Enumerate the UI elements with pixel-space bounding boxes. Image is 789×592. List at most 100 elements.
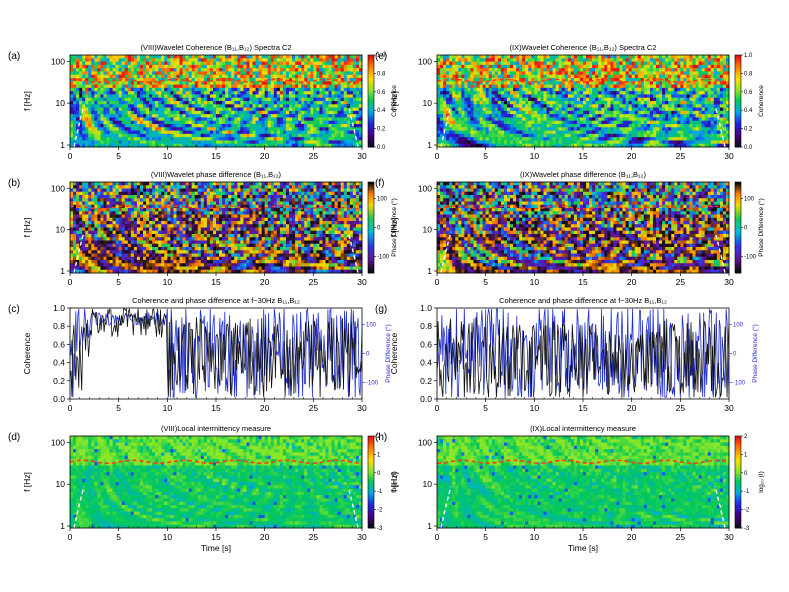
- heatmap-cell: [273, 230, 278, 235]
- heatmap-cell: [322, 107, 326, 112]
- heatmap-cell: [219, 78, 223, 82]
- heatmap-cell: [152, 55, 156, 59]
- heatmap-cell: [203, 74, 208, 79]
- heatmap-cell: [337, 68, 342, 72]
- heatmap-cell: [212, 230, 217, 235]
- heatmap-cell: [322, 208, 326, 212]
- heatmap-cell: [179, 188, 183, 193]
- heatmap-cell: [197, 221, 202, 225]
- heatmap-cell: [258, 188, 263, 193]
- heatmap-cell: [343, 247, 348, 251]
- heatmap-cell: [313, 185, 317, 189]
- heatmap-cell: [97, 110, 101, 115]
- heatmap-cell: [94, 247, 98, 251]
- heatmap-cell: [167, 101, 171, 105]
- heatmap-cell: [231, 143, 235, 148]
- heatmap-cell: [328, 137, 332, 141]
- heatmap-cell: [100, 224, 104, 228]
- heatmap-cell: [310, 104, 314, 108]
- heatmap-cell: [267, 120, 272, 125]
- heatmap-cell: [97, 133, 101, 138]
- heatmap-cell: [103, 204, 107, 209]
- heatmap-cell: [118, 208, 123, 212]
- heatmap-cell: [216, 224, 220, 228]
- heatmap-cell: [246, 211, 250, 215]
- heatmap-cell: [331, 61, 336, 66]
- heatmap-cell: [76, 198, 80, 202]
- heatmap-cell: [136, 234, 141, 238]
- heatmap-cell: [97, 188, 101, 193]
- heatmap-cell: [133, 81, 138, 85]
- heatmap-cell: [85, 253, 89, 258]
- heatmap-cell: [164, 133, 168, 138]
- heatmap-cell: [346, 61, 351, 66]
- heatmap-cell: [334, 143, 339, 148]
- heatmap-cell: [258, 237, 263, 241]
- heatmap-cell: [273, 124, 278, 128]
- heatmap-cell: [73, 71, 77, 76]
- heatmap-cell: [334, 137, 339, 141]
- heatmap-cell: [100, 250, 104, 254]
- heatmap-cell: [164, 211, 168, 215]
- heatmap-cell: [164, 221, 168, 225]
- heatmap-cell: [91, 130, 95, 135]
- heatmap-cell: [228, 91, 232, 95]
- heatmap-cell: [212, 247, 217, 251]
- heatmap-cell: [276, 101, 281, 105]
- heatmap-cell: [158, 114, 162, 118]
- heatmap-cell: [88, 243, 92, 248]
- heatmap-cell: [334, 240, 339, 245]
- heatmap-cell: [173, 55, 177, 59]
- heatmap-cell: [179, 64, 183, 69]
- heatmap-cell: [146, 64, 150, 69]
- heatmap-cell: [310, 143, 314, 148]
- heatmap-cell: [94, 143, 98, 148]
- heatmap-cell: [194, 204, 199, 209]
- heatmap-cell: [149, 133, 153, 138]
- colorbar-swatch: [368, 57, 374, 61]
- heatmap-cell: [276, 107, 281, 112]
- heatmap-cell: [176, 94, 180, 99]
- heatmap-cell: [216, 195, 220, 199]
- heatmap-cell: [237, 243, 241, 248]
- heatmap-cell: [79, 133, 83, 138]
- heatmap-cell: [313, 230, 317, 235]
- heatmap-cell: [191, 97, 196, 102]
- heatmap-cell: [225, 214, 229, 219]
- heatmap-cell: [100, 234, 104, 238]
- heatmap-cell: [234, 240, 238, 245]
- heatmap-cell: [352, 230, 357, 235]
- heatmap-cell: [285, 143, 290, 148]
- heatmap-cell: [246, 217, 250, 222]
- heatmap-cell: [267, 78, 272, 82]
- heatmap-cell: [85, 227, 89, 232]
- heatmap-cell: [124, 221, 129, 225]
- heatmap-cell: [337, 124, 342, 128]
- heatmap-cell: [118, 253, 123, 258]
- heatmap-cell: [246, 114, 250, 118]
- heatmap-cell: [167, 133, 171, 138]
- heatmap-cell: [316, 211, 320, 215]
- heatmap-cell: [246, 64, 250, 69]
- heatmap-cell: [298, 224, 302, 228]
- heatmap-cell: [206, 250, 211, 254]
- heatmap-cell: [358, 91, 363, 95]
- heatmap-cell: [222, 117, 226, 122]
- heatmap-cell: [289, 91, 293, 95]
- heatmap-cell: [234, 204, 238, 209]
- heatmap-cell: [176, 188, 180, 193]
- heatmap-cell: [200, 140, 205, 145]
- heatmap-cell: [73, 253, 77, 258]
- heatmap-cell: [115, 227, 120, 232]
- heatmap-cell: [203, 91, 208, 95]
- heatmap-cell: [191, 185, 196, 189]
- heatmap-cell: [258, 201, 263, 206]
- heatmap-cell: [197, 117, 202, 122]
- heatmap-cell: [219, 91, 223, 95]
- heatmap-cell: [82, 61, 86, 66]
- heatmap-cell: [143, 198, 147, 202]
- heatmap-cell: [270, 247, 275, 251]
- heatmap-cell: [343, 87, 348, 92]
- heatmap-cell: [289, 120, 293, 125]
- heatmap-cell: [258, 71, 263, 76]
